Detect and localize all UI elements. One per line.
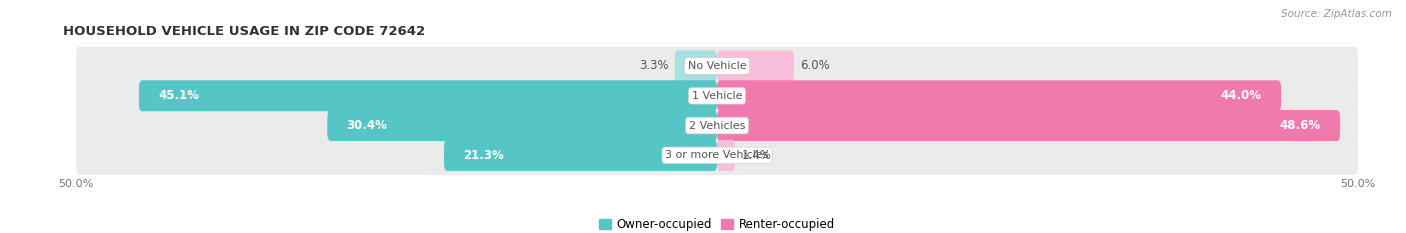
Text: 3.3%: 3.3% — [638, 59, 668, 72]
Text: No Vehicle: No Vehicle — [688, 61, 747, 71]
FancyBboxPatch shape — [76, 135, 1358, 176]
Text: HOUSEHOLD VEHICLE USAGE IN ZIP CODE 72642: HOUSEHOLD VEHICLE USAGE IN ZIP CODE 7264… — [63, 25, 426, 38]
Text: 30.4%: 30.4% — [347, 119, 388, 132]
Text: 2 Vehicles: 2 Vehicles — [689, 120, 745, 130]
Text: 1 Vehicle: 1 Vehicle — [692, 91, 742, 101]
FancyBboxPatch shape — [444, 140, 717, 171]
FancyBboxPatch shape — [717, 140, 735, 171]
FancyBboxPatch shape — [139, 80, 717, 111]
Legend: Owner-occupied, Renter-occupied: Owner-occupied, Renter-occupied — [593, 213, 841, 233]
Text: 1.4%: 1.4% — [741, 149, 772, 162]
FancyBboxPatch shape — [76, 75, 1358, 116]
Text: 6.0%: 6.0% — [800, 59, 830, 72]
FancyBboxPatch shape — [717, 80, 1281, 111]
FancyBboxPatch shape — [76, 105, 1358, 146]
Text: 21.3%: 21.3% — [463, 149, 503, 162]
Text: 44.0%: 44.0% — [1220, 89, 1261, 102]
FancyBboxPatch shape — [717, 110, 1340, 141]
Text: Source: ZipAtlas.com: Source: ZipAtlas.com — [1281, 9, 1392, 19]
Text: 3 or more Vehicles: 3 or more Vehicles — [665, 150, 769, 160]
FancyBboxPatch shape — [675, 51, 717, 82]
Text: 45.1%: 45.1% — [157, 89, 200, 102]
Text: 48.6%: 48.6% — [1279, 119, 1320, 132]
FancyBboxPatch shape — [717, 51, 794, 82]
FancyBboxPatch shape — [76, 46, 1358, 86]
FancyBboxPatch shape — [328, 110, 717, 141]
